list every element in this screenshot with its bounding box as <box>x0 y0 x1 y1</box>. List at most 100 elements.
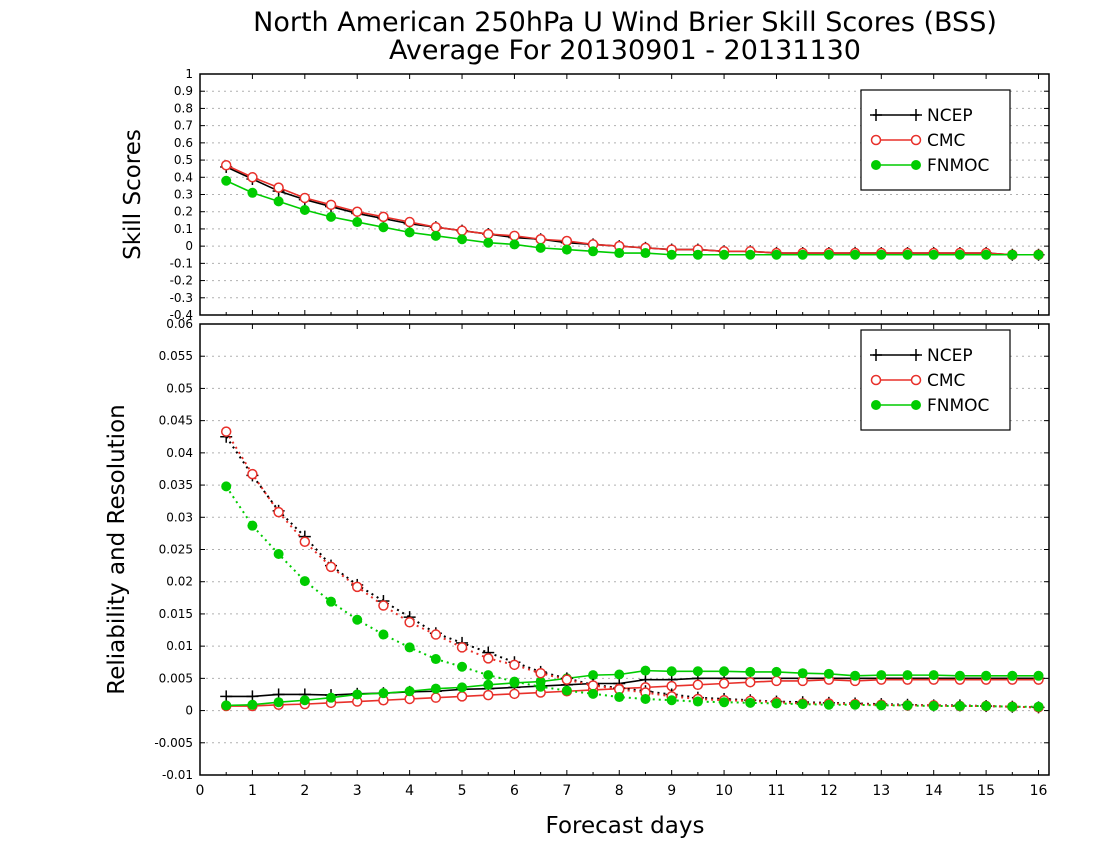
data-point <box>954 670 965 681</box>
data-point <box>457 234 468 245</box>
data-point <box>718 678 730 689</box>
data-point <box>1007 701 1018 712</box>
data-point <box>1007 249 1018 260</box>
data-point <box>640 665 651 676</box>
data-point <box>352 614 363 625</box>
x-axis: 0 1 2 3 4 5 6 7 8 9 10 11 12 13 14 15 16 <box>196 324 1048 799</box>
data-point <box>273 549 284 560</box>
legend-marker <box>871 160 881 170</box>
data-point <box>483 679 494 690</box>
data-point <box>719 249 730 260</box>
data-point <box>692 666 703 677</box>
y-tick-label: 0.035 <box>159 478 193 492</box>
data-point <box>299 204 310 215</box>
legend-marker <box>870 349 882 361</box>
data-point <box>928 249 939 260</box>
data-point <box>482 228 494 240</box>
data-point <box>719 697 730 708</box>
data-point <box>299 576 310 587</box>
data-point <box>745 676 756 688</box>
y-tick-label: 0.045 <box>159 414 193 428</box>
data-point <box>483 237 494 248</box>
data-point <box>404 227 415 238</box>
y-tick-label: 0.2 <box>174 205 193 219</box>
data-point <box>351 206 363 217</box>
data-point <box>509 230 520 242</box>
y-tick-label: 0.055 <box>159 349 193 363</box>
data-point <box>430 692 442 703</box>
y-tick-label: 0.4 <box>174 170 193 184</box>
x-tick-label: 11 <box>768 783 786 799</box>
x-tick-label: 2 <box>300 783 309 799</box>
y-tick-label: 0.03 <box>166 510 193 524</box>
y-tick-label: 0.05 <box>166 381 193 395</box>
data-point <box>430 629 442 640</box>
y-axis-label: Skill Scores <box>120 129 146 260</box>
data-point <box>299 192 311 204</box>
legend: NCEP CMC FNMOC <box>860 329 1011 431</box>
data-point <box>404 617 415 628</box>
x-tick-label: 15 <box>977 783 995 799</box>
series-ncep-dotted <box>220 430 1045 714</box>
y-tick-label: 0 <box>185 704 193 718</box>
data-point <box>954 701 965 712</box>
y-tick-label: 0.6 <box>174 136 193 150</box>
legend-marker <box>911 160 921 170</box>
plot-frame <box>199 323 1050 776</box>
series-fnmoc-solid <box>221 175 1044 260</box>
data-point <box>326 596 337 607</box>
data-point <box>247 699 258 710</box>
lower-reliability-resolution-panel: -0.01 -0.005 0 0.005 0.01 0.015 0.02 0.025 0.03 0… <box>104 317 1050 799</box>
data-point <box>876 700 887 711</box>
legend-marker <box>910 109 922 121</box>
data-point <box>456 642 468 653</box>
data-point <box>823 668 834 679</box>
data-point <box>221 481 232 492</box>
x-tick-label: 16 <box>1030 783 1048 799</box>
data-point <box>247 520 258 531</box>
legend-label: FNMOC <box>927 396 989 416</box>
data-point <box>299 536 311 548</box>
legend-label: CMC <box>927 131 965 151</box>
x-tick-label: 5 <box>458 783 467 799</box>
data-point <box>378 600 389 611</box>
data-point <box>404 686 415 697</box>
data-point <box>666 249 677 260</box>
data-point <box>535 234 546 245</box>
data-point <box>457 661 468 672</box>
data-point <box>588 670 599 681</box>
x-tick-label: 13 <box>872 783 890 799</box>
data-point <box>692 696 703 707</box>
y-tick-label: 0.5 <box>174 153 193 167</box>
data-point <box>325 561 337 573</box>
data-point <box>561 244 572 255</box>
data-point <box>273 182 284 193</box>
data-point <box>954 249 965 260</box>
data-point <box>981 670 992 681</box>
legend-label: NCEP <box>927 346 973 366</box>
data-point <box>457 682 468 693</box>
data-point <box>850 249 861 260</box>
data-point <box>221 700 232 711</box>
data-point <box>273 506 284 518</box>
data-point <box>745 697 756 708</box>
y-tick-label: 0.9 <box>174 84 193 98</box>
legend-marker <box>871 400 881 410</box>
data-point <box>745 249 756 260</box>
series-cmc-dotted <box>220 426 1044 713</box>
data-point <box>220 159 232 171</box>
data-point <box>509 659 520 671</box>
data-point <box>482 689 494 701</box>
legend-marker <box>870 374 882 386</box>
data-point <box>588 246 599 257</box>
series-fnmoc-solid <box>221 665 1044 711</box>
data-point <box>220 426 232 437</box>
data-point <box>823 699 834 710</box>
data-point <box>273 196 284 207</box>
chart-title-line2: Average For 20130901 - 20131130 <box>389 35 861 66</box>
y-tick-label: 1 <box>185 67 193 81</box>
series-line <box>225 180 1039 256</box>
y-axis: -0.01 -0.005 0 0.005 0.01 0.015 0.02 0.025 0.03 0… <box>154 317 1049 782</box>
y-tick-label: 0.005 <box>159 671 193 685</box>
